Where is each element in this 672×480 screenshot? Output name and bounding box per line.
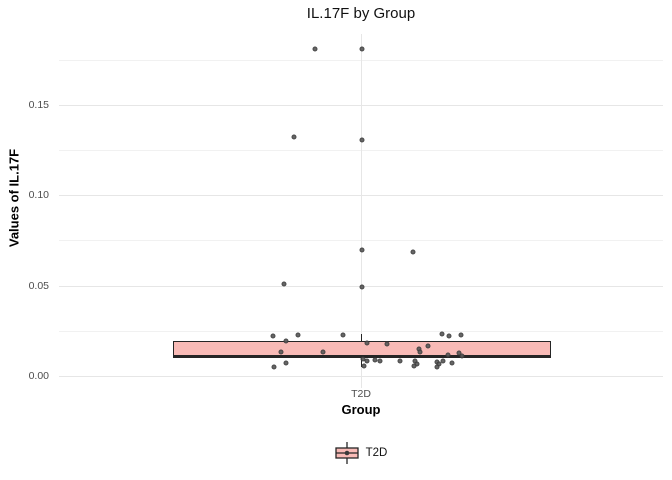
jitter-point: [270, 333, 276, 338]
plot-panel: [59, 34, 663, 388]
jitter-point: [414, 361, 420, 367]
y-tick-label: 0.00: [28, 370, 49, 382]
jitter-point: [364, 358, 370, 364]
jitter-point: [384, 341, 390, 347]
jitter-point: [359, 284, 365, 290]
jitter-point: [295, 332, 301, 338]
jitter-point: [439, 331, 445, 337]
jitter-point: [283, 360, 289, 366]
boxplot-legend-key-icon: [334, 442, 359, 464]
upper-whisker: [360, 334, 362, 341]
y-tick-label: 0.05: [28, 279, 49, 292]
jitter-point: [458, 332, 464, 338]
jitter-point: [340, 332, 346, 338]
jitter-point: [397, 358, 403, 364]
category-gridline: [361, 34, 362, 388]
legend: T2D: [59, 441, 663, 465]
chart-title: IL.17F by Group: [306, 5, 416, 22]
jitter-point: [312, 46, 318, 52]
jitter-point: [434, 364, 440, 370]
jitter-point: [425, 343, 431, 349]
jitter-point: [271, 364, 277, 370]
jitter-point: [291, 134, 297, 140]
jitter-point: [359, 247, 365, 253]
jitter-point: [446, 333, 452, 339]
y-tick-label: 0.15: [28, 98, 49, 111]
jitter-point: [360, 356, 366, 362]
jitter-point: [361, 363, 367, 369]
lower-whisker: [360, 358, 362, 368]
jitter-point: [410, 249, 416, 255]
x-axis-title: Group: [341, 402, 381, 417]
x-tick-label: T2D: [351, 388, 371, 400]
jitter-point: [440, 358, 446, 364]
jitter-point: [459, 353, 465, 359]
jitter-point: [449, 360, 455, 366]
jitter-point: [359, 46, 365, 52]
legend-item-label: T2D: [365, 447, 388, 459]
jitter-point: [417, 349, 423, 355]
jitter-point: [377, 358, 383, 364]
y-tick-label: 0.10: [28, 189, 49, 202]
jitter-point: [456, 350, 462, 356]
jitter-point: [445, 352, 451, 358]
jitter-point: [372, 357, 378, 363]
jitter-point: [411, 363, 417, 369]
jitter-point: [320, 349, 326, 355]
jitter-point: [364, 340, 370, 346]
jitter-point: [281, 281, 287, 287]
jitter-point: [278, 349, 284, 355]
jitter-point: [283, 338, 289, 344]
jitter-point: [359, 137, 365, 143]
